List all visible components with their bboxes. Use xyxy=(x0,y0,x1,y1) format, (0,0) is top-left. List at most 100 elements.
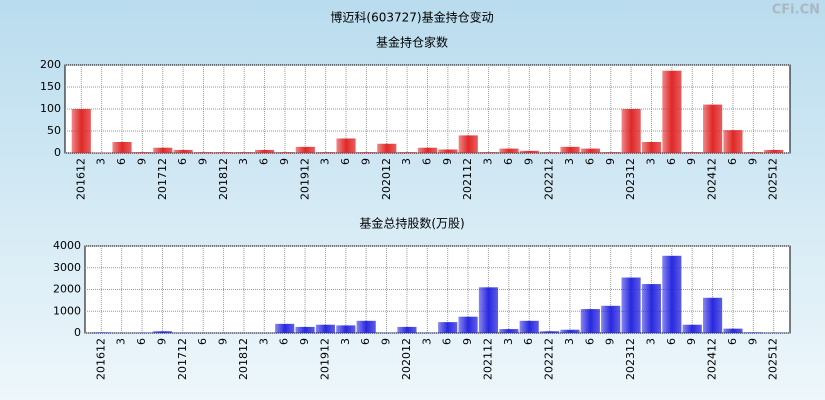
x-tick-label: 9 xyxy=(746,158,759,165)
bar xyxy=(152,331,173,333)
bar xyxy=(499,329,519,333)
x-tick-label: 3 xyxy=(257,338,270,345)
bar xyxy=(295,326,315,333)
x-tick-label: 9 xyxy=(461,338,474,345)
x-tick-label: 9 xyxy=(278,158,291,165)
x-tick-label: 9 xyxy=(685,338,698,345)
x-tick-label: 202012 xyxy=(400,338,413,380)
x-tick-label: 6 xyxy=(583,338,596,345)
bar xyxy=(580,309,600,333)
x-tick-label: 3 xyxy=(95,158,108,165)
bar xyxy=(336,138,356,153)
x-tick-label: 9 xyxy=(685,158,698,165)
x-tick-label: 6 xyxy=(258,158,271,165)
bar xyxy=(173,149,193,153)
x-tick-label: 6 xyxy=(359,338,372,345)
bar xyxy=(641,142,662,153)
x-tick-label: 3 xyxy=(237,158,250,165)
x-tick-label: 9 xyxy=(522,158,535,165)
x-tick-label: 202512 xyxy=(767,158,780,200)
x-tick-label: 201812 xyxy=(217,158,230,200)
x-tick-label: 202412 xyxy=(706,338,719,380)
y-tick-label: 0 xyxy=(54,146,61,159)
bar xyxy=(478,287,499,333)
bar xyxy=(91,332,111,333)
bar xyxy=(234,152,254,153)
bar xyxy=(417,147,438,153)
bar xyxy=(397,152,417,153)
bar xyxy=(519,150,539,153)
x-tick-label: 201912 xyxy=(318,338,331,380)
bar xyxy=(539,331,560,333)
bar xyxy=(580,148,600,153)
bar xyxy=(458,316,478,333)
x-tick-label: 3 xyxy=(420,338,433,345)
bar xyxy=(519,320,539,333)
bar xyxy=(316,152,336,153)
bar xyxy=(275,152,295,153)
bar xyxy=(723,130,743,153)
x-tick-label: 3 xyxy=(502,338,515,345)
bar xyxy=(275,323,295,333)
x-tick-label: 9 xyxy=(196,158,209,165)
bar xyxy=(601,305,621,333)
x-tick-label: 201912 xyxy=(298,158,311,200)
y-tick-label: 2000 xyxy=(53,283,81,296)
x-tick-label: 202512 xyxy=(767,338,780,380)
watermark: CFi.CN xyxy=(772,3,820,18)
x-tick-label: 6 xyxy=(115,158,128,165)
x-tick-label: 201612 xyxy=(74,158,87,200)
y-tick-label: 1000 xyxy=(53,304,81,317)
x-tick-label: 3 xyxy=(400,158,413,165)
x-tick-label: 6 xyxy=(339,158,352,165)
x-tick-label: 3 xyxy=(563,158,576,165)
x-tick-label: 202112 xyxy=(461,158,474,200)
bar xyxy=(132,152,152,153)
x-tick-label: 9 xyxy=(155,338,168,345)
bar xyxy=(377,143,397,153)
x-tick-label: 6 xyxy=(665,338,678,345)
bar xyxy=(743,152,763,153)
bar xyxy=(499,148,519,153)
x-tick-label: 3 xyxy=(115,338,128,345)
x-tick-label: 9 xyxy=(604,158,617,165)
x-tick-label: 202312 xyxy=(624,158,637,200)
bar xyxy=(193,152,214,153)
bar xyxy=(601,152,621,153)
x-tick-label: 9 xyxy=(135,158,148,165)
bar xyxy=(71,109,91,153)
x-tick-label: 6 xyxy=(726,338,739,345)
bar xyxy=(255,149,275,153)
x-tick-label: 201712 xyxy=(156,158,169,200)
subtitle: 基金总持股数(万股) xyxy=(359,216,464,231)
x-tick-label: 9 xyxy=(359,158,372,165)
bar xyxy=(458,135,478,153)
bar xyxy=(702,297,723,333)
x-tick-label: 9 xyxy=(380,338,393,345)
y-tick-label: 3000 xyxy=(53,261,81,274)
x-tick-label: 6 xyxy=(583,158,596,165)
x-tick-label: 9 xyxy=(441,158,454,165)
bar xyxy=(153,147,173,153)
bar xyxy=(743,332,763,333)
y-tick-label: 200 xyxy=(40,58,61,71)
x-tick-label: 6 xyxy=(421,158,434,165)
y-tick-label: 4000 xyxy=(53,239,81,252)
y-tick-label: 50 xyxy=(47,124,61,137)
x-tick-label: 6 xyxy=(135,338,148,345)
x-tick-label: 6 xyxy=(176,158,189,165)
bar xyxy=(723,328,743,333)
bar xyxy=(112,142,132,153)
x-tick-label: 9 xyxy=(298,338,311,345)
bar xyxy=(397,326,417,333)
bar xyxy=(560,146,580,153)
x-tick-label: 3 xyxy=(319,158,332,165)
bar xyxy=(214,152,234,153)
x-tick-label: 202212 xyxy=(543,158,556,200)
bar xyxy=(438,322,458,333)
x-tick-label: 9 xyxy=(604,338,617,345)
x-tick-label: 3 xyxy=(339,338,352,345)
bar xyxy=(540,152,560,153)
